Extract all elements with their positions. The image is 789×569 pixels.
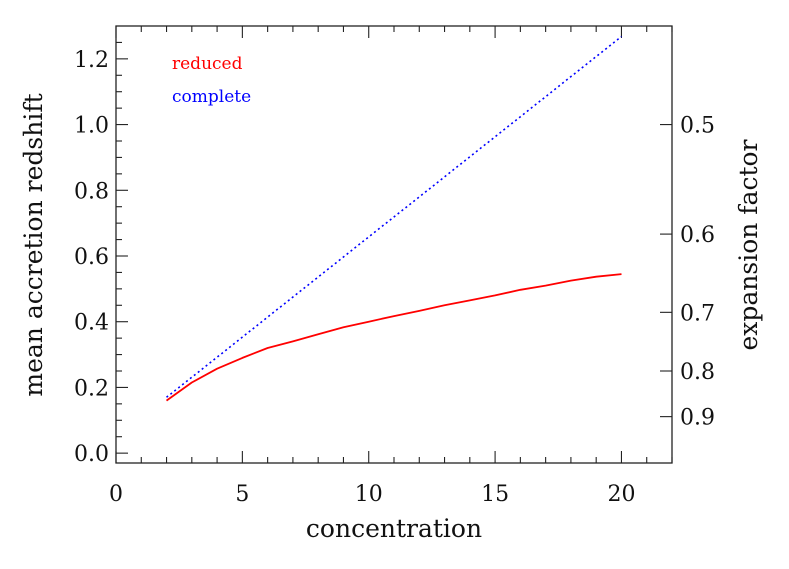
series-line-reduced [165,273,622,402]
legend: reduced complete [172,54,251,107]
x-axis-label: concentration [306,514,482,543]
series-line-complete [166,35,622,398]
legend-label-complete: complete [172,87,251,107]
y-tick-label: 1.2 [74,48,109,73]
x-tick-label: 15 [481,482,509,507]
y2-tick-label: 0.6 [680,223,715,248]
y-tick-label: 0.4 [74,311,109,336]
x-tick-label: 0 [109,482,123,507]
y2-tick-label: 0.5 [680,114,715,139]
y-tick-label: 0.8 [74,179,109,204]
y-tick-label: 0.6 [74,245,109,270]
y-axis-ticks: 0.0 0.2 0.4 0.6 0.8 1.0 1.2 [74,41,128,467]
secondary-y-axis-ticks: 0.5 0.6 0.7 0.8 0.9 [660,114,715,431]
legend-label-reduced: reduced [172,54,243,74]
secondary-y-axis-label: expansion factor [734,139,763,350]
x-tick-label: 20 [607,482,635,507]
y2-tick-label: 0.8 [680,360,715,385]
y-tick-label: 1.0 [74,114,109,139]
x-tick-label: 10 [355,482,383,507]
x-tick-label: 5 [235,482,249,507]
y-tick-label: 0.2 [74,376,109,401]
y2-tick-label: 0.9 [680,406,715,431]
x-axis-ticks: 0 5 10 15 20 [109,26,673,507]
y2-tick-label: 0.7 [680,301,715,326]
y-axis-label: mean accretion redshift [19,93,48,396]
y-tick-label: 0.0 [74,442,109,467]
series-lines [165,35,622,402]
